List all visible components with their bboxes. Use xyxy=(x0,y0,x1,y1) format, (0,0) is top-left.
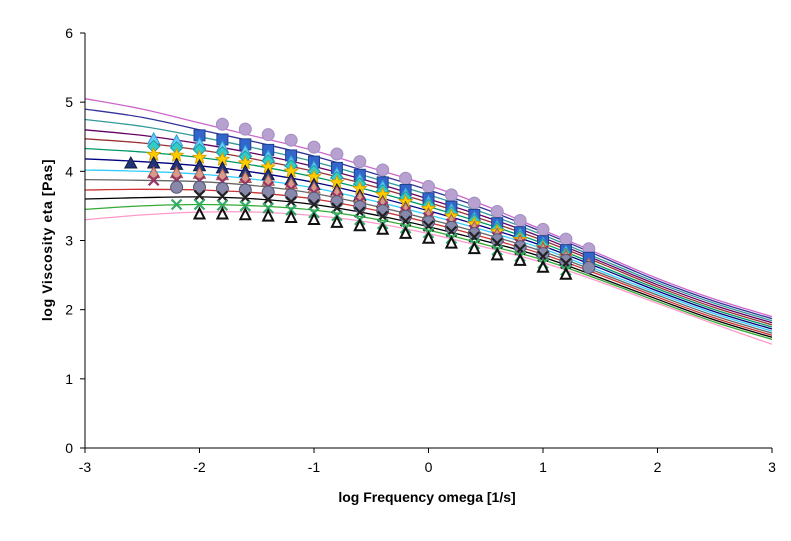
x-tick-label: 0 xyxy=(425,459,433,475)
data-point-x xyxy=(193,198,206,211)
data-point-circle xyxy=(444,220,458,234)
data-point-circle xyxy=(307,140,321,154)
data-point-open-triangle xyxy=(490,247,504,261)
data-point-open-triangle xyxy=(467,240,481,255)
data-point-circle xyxy=(490,204,504,218)
y-axis-title: log Viscosity eta [Pas] xyxy=(39,159,55,321)
data-point-open-triangle xyxy=(421,230,436,244)
data-point-open-triangle xyxy=(398,225,413,239)
data-point-circle xyxy=(284,133,298,147)
data-point-open-triangle xyxy=(536,259,550,273)
data-point-open-triangle xyxy=(376,221,390,235)
data-point-x xyxy=(147,174,160,187)
data-point-open-triangle xyxy=(559,266,573,280)
data-point-x xyxy=(262,193,274,206)
data-markers xyxy=(123,117,596,280)
data-point-circle xyxy=(422,180,435,194)
data-point-x xyxy=(216,199,229,212)
data-point-triangle xyxy=(169,165,184,179)
x-tick-label: 2 xyxy=(654,459,662,475)
data-point-circle xyxy=(490,233,504,247)
data-point-x xyxy=(308,198,320,211)
data-point-x xyxy=(285,195,297,208)
data-point-open-triangle xyxy=(307,211,321,226)
x-tick-label: -3 xyxy=(79,459,92,475)
data-point-circle xyxy=(215,182,229,196)
data-point-circle xyxy=(444,188,458,202)
data-point-x xyxy=(262,202,274,214)
y-tick-label: 5 xyxy=(65,94,73,110)
x-tick-label: -1 xyxy=(308,459,321,475)
data-point-open-triangle xyxy=(513,252,527,266)
data-point-x xyxy=(239,191,252,204)
data-point-circle xyxy=(215,117,229,131)
x-axis-title: log Frequency omega [1/s] xyxy=(338,489,515,505)
data-point-triangle xyxy=(192,166,207,179)
data-point-circle xyxy=(330,195,344,209)
data-point-x xyxy=(170,198,183,211)
y-tick-label: 2 xyxy=(65,302,73,318)
y-tick-label: 3 xyxy=(65,233,73,249)
data-point-x xyxy=(216,190,229,203)
data-point-open-triangle xyxy=(261,208,275,222)
y-tick-label: 6 xyxy=(65,25,73,41)
data-point-circle xyxy=(513,213,527,227)
data-point-circle xyxy=(307,191,321,205)
y-tick-label: 0 xyxy=(65,440,73,456)
y-tick-label: 1 xyxy=(65,371,73,387)
data-point-open-triangle xyxy=(353,218,367,232)
data-point-circle xyxy=(399,171,413,185)
data-point-open-triangle xyxy=(238,206,252,221)
x-tick-label: -2 xyxy=(193,459,206,475)
data-point-x xyxy=(193,189,206,202)
data-point-circle xyxy=(536,222,550,236)
fit-curve-line xyxy=(84,147,773,328)
tick-labels: 0 1 2 3 4 5 6 -3 -2 -1 0 1 2 3 xyxy=(65,25,776,475)
x-tick-label: 1 xyxy=(539,459,547,475)
data-point-circle xyxy=(170,180,184,194)
data-point-triangle xyxy=(215,167,230,181)
data-point-circle xyxy=(193,180,206,194)
data-point-open-triangle xyxy=(330,214,344,228)
data-point-circle xyxy=(422,215,435,229)
data-point-circle xyxy=(559,232,573,246)
data-point-circle xyxy=(467,227,481,241)
data-point-circle xyxy=(330,147,344,161)
data-point-open-triangle xyxy=(284,209,298,223)
data-point-open-triangle xyxy=(444,235,459,249)
data-point-open-triangle xyxy=(192,206,207,220)
axes xyxy=(80,32,773,453)
data-point-circle xyxy=(238,122,252,136)
data-point-circle xyxy=(238,183,252,197)
x-tick-label: 3 xyxy=(768,459,776,475)
data-point-triangle xyxy=(123,155,138,169)
data-point-triangle xyxy=(146,165,161,179)
y-tick-label: 4 xyxy=(65,163,73,179)
data-point-x xyxy=(239,200,252,212)
data-point-circle xyxy=(261,128,275,142)
data-point-circle xyxy=(467,196,481,210)
data-point-circle xyxy=(261,185,275,199)
data-point-circle xyxy=(582,260,596,274)
data-point-circle xyxy=(376,163,390,177)
data-point-open-triangle xyxy=(215,206,230,220)
data-point-circle xyxy=(353,155,367,169)
